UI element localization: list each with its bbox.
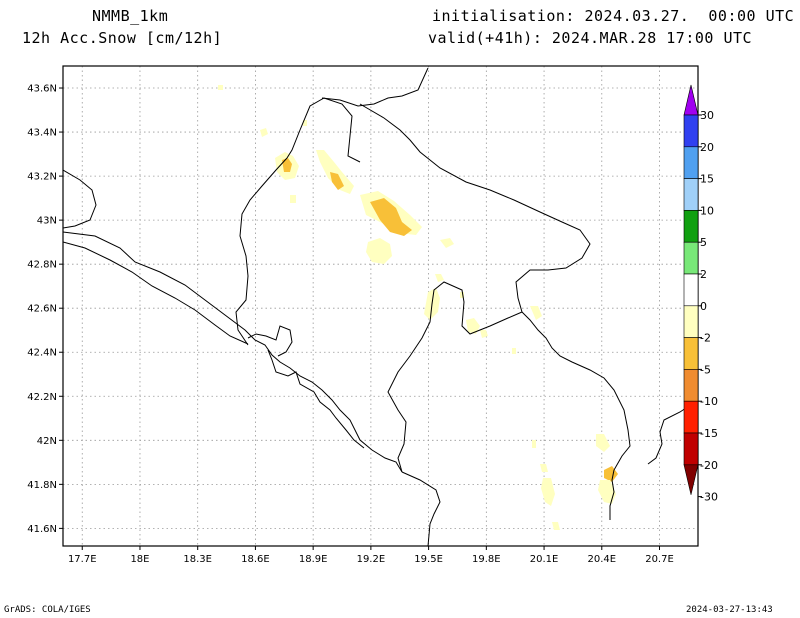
border bbox=[647, 399, 698, 465]
colorbar-swatch bbox=[683, 210, 699, 243]
snow-patch bbox=[480, 330, 488, 338]
lon-tick-label: 20.1E bbox=[530, 554, 559, 565]
snow-patch bbox=[330, 172, 344, 190]
colorbar-swatch bbox=[683, 114, 699, 148]
colorbar-swatch bbox=[683, 305, 699, 338]
snow-patch bbox=[540, 464, 548, 472]
field-title: 12h Acc.Snow [cm/12h] bbox=[22, 29, 223, 47]
valid-time: valid(+41h): 2024.MAR.28 17:00 UTC bbox=[428, 29, 753, 47]
colorbar-swatch bbox=[683, 432, 699, 466]
colorbar-label: 5 bbox=[700, 236, 707, 249]
colorbar-label: -5 bbox=[700, 363, 711, 376]
lon-tick-label: 18.6E bbox=[241, 554, 270, 565]
lon-tick-label: 20.4E bbox=[587, 554, 616, 565]
coastline bbox=[63, 231, 403, 473]
snow-patch bbox=[512, 348, 516, 354]
lat-tick-label: 42.2N bbox=[27, 392, 57, 403]
lat-tick-label: 42.6N bbox=[27, 304, 57, 315]
colorbar-swatch bbox=[683, 146, 699, 179]
snow-patch bbox=[552, 522, 560, 530]
colorbar-label: 30 bbox=[700, 109, 714, 122]
colorbar-swatch bbox=[683, 241, 699, 275]
lon-tick-label: 19.8E bbox=[472, 554, 501, 565]
colorbar-swatch bbox=[683, 400, 699, 434]
snow-patch bbox=[435, 274, 444, 282]
snow-patch bbox=[370, 198, 412, 236]
snow-patch bbox=[282, 158, 292, 172]
snow-patch bbox=[366, 238, 392, 264]
lon-axis: 17.7E 18E 18.3E 18.6E 18.9E 19.2E 19.5E 19.8E 20… bbox=[68, 546, 674, 565]
border bbox=[359, 103, 591, 313]
lat-tick-label: 43.2N bbox=[27, 172, 57, 183]
border bbox=[401, 471, 441, 546]
lat-tick-label: 42N bbox=[37, 436, 57, 447]
lon-tick-label: 18.9E bbox=[299, 554, 328, 565]
lon-tick-label: 19.2E bbox=[357, 554, 386, 565]
border bbox=[286, 97, 361, 163]
colorbar-label: 20 bbox=[700, 141, 714, 154]
colorbar-swatch bbox=[683, 178, 699, 211]
colorbar-label: 10 bbox=[700, 204, 714, 217]
colorbar-label: 2 bbox=[700, 268, 707, 281]
lat-tick-label: 43.4N bbox=[27, 128, 57, 139]
lat-tick-label: 43.6N bbox=[27, 84, 57, 95]
colorbar-label: -2 bbox=[700, 332, 711, 345]
snow-patch bbox=[604, 466, 618, 482]
snow-patch bbox=[466, 318, 480, 334]
colorbar-label: -10 bbox=[700, 395, 718, 408]
footer-timestamp: 2024-03-27-13:43 bbox=[686, 605, 773, 615]
border bbox=[321, 67, 429, 107]
snow-patch bbox=[316, 150, 354, 194]
map-frame bbox=[62, 65, 699, 547]
snow-patches bbox=[218, 85, 618, 530]
snow-patch bbox=[218, 85, 223, 90]
colorbar-bottom-arrow bbox=[683, 464, 699, 495]
map-area bbox=[63, 67, 698, 546]
lat-tick-label: 41.6N bbox=[27, 524, 57, 535]
snow-patch bbox=[440, 238, 454, 248]
border bbox=[387, 281, 523, 473]
lon-tick-label: 17.7E bbox=[68, 554, 97, 565]
lon-tick-label: 19.5E bbox=[414, 554, 443, 565]
snow-patch bbox=[260, 128, 268, 137]
border bbox=[235, 157, 288, 346]
colorbar-top-arrow bbox=[683, 84, 699, 116]
lon-tick-label: 20.7E bbox=[645, 554, 674, 565]
lat-axis: 41.6N 41.8N 42N 42.2N 42.4N 42.6N 42.8N 43N 43.2… bbox=[27, 84, 63, 535]
border bbox=[521, 311, 631, 520]
snow-patch bbox=[290, 195, 296, 203]
lat-tick-label: 41.8N bbox=[27, 480, 57, 491]
init-time: initialisation: 2024.03.27. 00:00 UTC bbox=[432, 7, 795, 25]
snow-patch bbox=[532, 440, 536, 448]
snow-patch bbox=[541, 478, 555, 506]
lon-tick-label: 18E bbox=[130, 554, 149, 565]
colorbar-label: -30 bbox=[700, 491, 718, 504]
lon-tick-label: 18.3E bbox=[183, 554, 212, 565]
colorbar-label: -15 bbox=[700, 427, 718, 440]
colorbar-swatch bbox=[683, 337, 699, 370]
lat-tick-label: 43N bbox=[37, 216, 57, 227]
coastline bbox=[247, 325, 293, 357]
colorbar-label: 0 bbox=[700, 300, 707, 313]
footer-credit: GrADS: COLA/IGES bbox=[4, 605, 91, 615]
colorbar-label: 15 bbox=[700, 173, 714, 186]
coastline bbox=[267, 349, 365, 449]
snow-patch bbox=[596, 434, 610, 452]
colorbar-swatch bbox=[683, 369, 699, 402]
coastlines bbox=[63, 67, 698, 546]
coastline bbox=[63, 169, 97, 229]
colorbar-swatch bbox=[683, 273, 699, 307]
coastline bbox=[63, 241, 249, 345]
colorbar-label: -20 bbox=[700, 459, 718, 472]
model-title: NMMB_1km bbox=[92, 7, 169, 25]
map-grid bbox=[63, 66, 698, 546]
snow-patch bbox=[598, 480, 616, 504]
lat-tick-label: 42.4N bbox=[27, 348, 57, 359]
snow-patch bbox=[530, 306, 542, 320]
lat-tick-label: 42.8N bbox=[27, 260, 57, 271]
